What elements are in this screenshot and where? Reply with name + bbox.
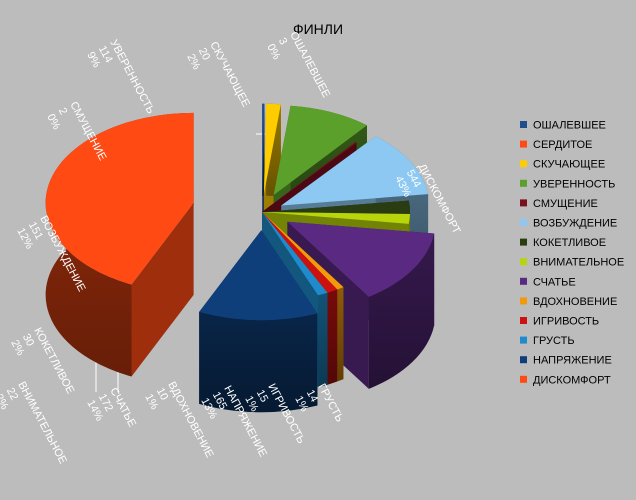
slice-wall-shade xyxy=(337,287,344,382)
data-label: УВЕРЕННОСТЬ1149% xyxy=(84,38,156,129)
slice-wall-shade xyxy=(318,292,328,388)
slice-wall-shade xyxy=(368,233,435,389)
legend-label: СЧАТЬЕ xyxy=(533,276,576,288)
data-label-value: 10 xyxy=(154,386,170,402)
slice-top-10 xyxy=(262,212,338,293)
slice-top-11 xyxy=(262,212,328,296)
slice-top-12 xyxy=(199,230,318,321)
slice-side-face xyxy=(131,202,194,377)
legend-label: НАПРЯЖЕНИЕ xyxy=(533,355,612,367)
legend-label: СМУЩЕНИЕ xyxy=(533,198,598,210)
legend-item: СЧАТЬЕ xyxy=(520,276,576,288)
legend: ОШАЛЕВШЕЕ СЕРДИТОЕ СКУЧАЮЩЕЕ УВЕРЕННОСТЬ СМУ… xyxy=(520,120,624,386)
data-label-name: ОШАЛЕВШЕЕ xyxy=(287,30,332,100)
legend-item: ВДОХНОВЕНИЕ xyxy=(520,296,617,308)
legend-label: ИГРИВОСТЬ xyxy=(533,316,599,328)
legend-swatch xyxy=(520,277,527,285)
slice-top-2 xyxy=(263,103,281,194)
legend-item: ИГРИВОСТЬ xyxy=(520,316,599,328)
legend-swatch xyxy=(520,238,527,246)
legend-item: ОШАЛЕВШЕЕ xyxy=(520,120,606,132)
slice-top-13 xyxy=(45,112,194,285)
legend-item: УВЕРЕННОСТЬ xyxy=(520,178,615,190)
legend-swatch xyxy=(520,317,527,324)
legend-swatch xyxy=(520,336,527,344)
legend-label: СКУЧАЮЩЕЕ xyxy=(533,159,605,171)
legend-swatch xyxy=(520,219,527,226)
legend-item: ГРУСТЬ xyxy=(520,335,575,347)
data-label-percent: 2% xyxy=(0,392,11,412)
legend-label: ОШАЛЕВШЕЕ xyxy=(533,120,606,132)
legend-item: ДИСКОМФОРТ xyxy=(520,374,611,386)
pie-slice xyxy=(199,230,318,413)
legend-item: ВОЗБУЖДЕНИЕ xyxy=(520,218,617,230)
data-label-value: 22 xyxy=(4,386,20,402)
legend-swatch xyxy=(520,258,527,266)
legend-item: ВНИМАТЕЛЬНОЕ xyxy=(520,257,624,269)
legend-swatch xyxy=(520,356,527,364)
chart-title: ФИНЛИ xyxy=(293,21,343,37)
slice-wall-shade xyxy=(199,311,318,413)
data-label: ВНИМАТЕЛЬНОЕ222% xyxy=(0,380,69,478)
data-label-name: СКУЧАЮЩЕЕ xyxy=(207,40,252,109)
slice-top-5 xyxy=(281,136,429,206)
legend-swatch xyxy=(520,179,527,187)
legend-item: КОКЕТЛИВОЕ xyxy=(520,237,606,249)
legend-swatch xyxy=(520,199,527,207)
legend-item: СЕРДИТОЕ xyxy=(520,139,592,151)
legend-label: ВДОХНОВЕНИЕ xyxy=(533,296,617,308)
data-label: ОШАЛЕВШЕЕ30% xyxy=(264,30,332,112)
slice-top-6 xyxy=(262,200,410,215)
slice-top-7 xyxy=(262,212,410,224)
data-label-value: 30 xyxy=(20,332,36,348)
data-label-value: 2 xyxy=(56,106,69,117)
slice-top-3 xyxy=(273,105,367,196)
legend-label: КОКЕТЛИВОЕ xyxy=(533,237,606,249)
slice-wall-shade xyxy=(327,289,338,385)
data-label-value: 14 xyxy=(304,388,320,404)
legend-swatch xyxy=(520,375,527,383)
slice-top-4 xyxy=(262,142,357,212)
data-label-value: 15 xyxy=(254,388,270,404)
legend-item: СКУЧАЮЩЕЕ xyxy=(520,159,605,171)
legend-label: ВОЗБУЖДЕНИЕ xyxy=(533,218,617,230)
legend-swatch xyxy=(520,297,527,305)
legend-label: СЕРДИТОЕ xyxy=(533,139,592,151)
data-label-name: ГРУСТЬ xyxy=(315,382,345,424)
slice-top-8 xyxy=(287,221,435,297)
legend-label: УВЕРЕННОСТЬ xyxy=(533,178,615,190)
legend-item: НАПРЯЖЕНИЕ xyxy=(520,355,612,367)
legend-label: ВНИМАТЕЛЬНОЕ xyxy=(533,257,624,269)
slice-top-0 xyxy=(262,103,265,194)
legend-swatch xyxy=(520,121,527,128)
legend-label: ДИСКОМФОРТ xyxy=(533,374,611,386)
data-label-value: 20 xyxy=(196,46,212,62)
legend-swatch xyxy=(520,140,527,148)
data-label-name: УВЕРЕННОСТЬ xyxy=(107,38,156,116)
legend-item: СМУЩЕНИЕ xyxy=(520,198,598,210)
legend-label: ГРУСТЬ xyxy=(533,335,575,347)
pie-slices xyxy=(45,103,435,413)
data-label: СКУЧАЮЩЕЕ202% xyxy=(184,40,251,122)
legend-swatch xyxy=(520,160,527,168)
data-label-value: 3 xyxy=(276,36,289,47)
slice-top-9 xyxy=(262,212,344,290)
pie-slice xyxy=(45,112,194,377)
data-label: СЧАТЬЕ17214% xyxy=(84,386,138,442)
data-label-name: ВНИМАТЕЛЬНОЕ xyxy=(15,380,68,466)
